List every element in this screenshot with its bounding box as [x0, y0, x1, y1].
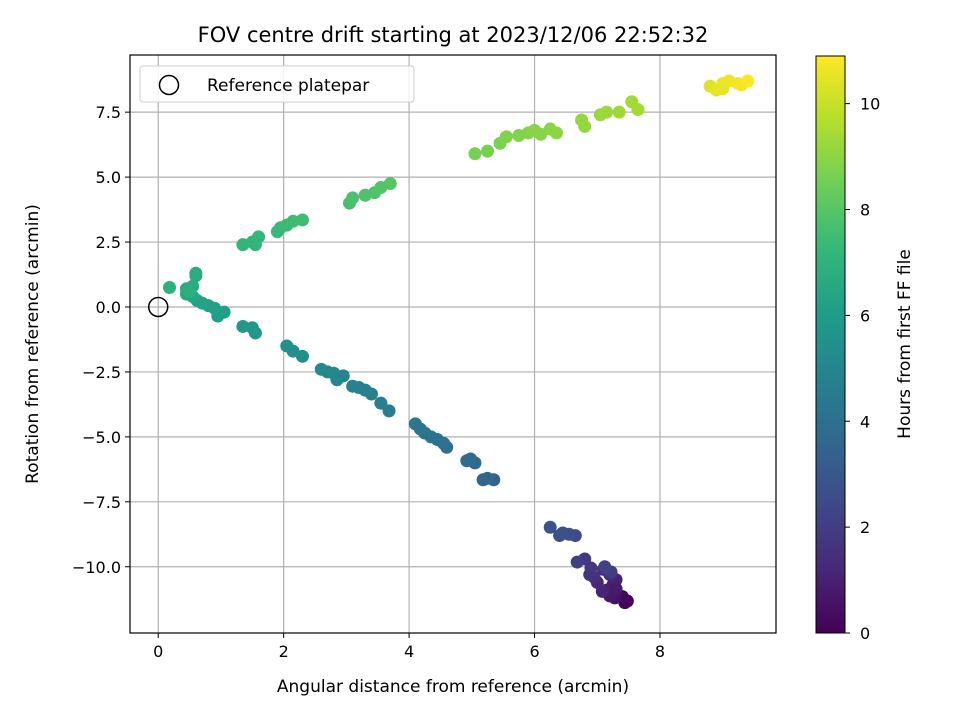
reference-platepar-marker — [147, 296, 169, 318]
data-point — [716, 82, 730, 96]
colorbar-tick-label: 4 — [860, 412, 870, 431]
legend: Reference platepar — [139, 65, 415, 103]
data-point — [295, 213, 309, 227]
y-ticks: 7.5 5.0 2.5 0.0 −2.5 −5.0 −7.5 −10.0 — [72, 103, 130, 577]
legend-marker-reference — [158, 74, 180, 96]
data-point — [383, 177, 397, 191]
y-tick-label: 7.5 — [96, 103, 121, 122]
x-tick-label: 2 — [279, 642, 289, 661]
y-tick-label: −2.5 — [82, 363, 121, 382]
data-point — [549, 126, 563, 140]
x-tick-label: 6 — [529, 642, 539, 661]
colorbar — [815, 55, 846, 634]
data-point — [252, 230, 266, 244]
x-ticks: 0 2 4 6 8 — [153, 633, 665, 661]
colorbar-tick-label: 0 — [860, 624, 870, 643]
colorbar-tick-label: 8 — [860, 201, 870, 220]
legend-box — [139, 65, 415, 103]
data-point — [584, 561, 598, 575]
y-tick-label: 5.0 — [96, 168, 121, 187]
data-point — [314, 362, 328, 376]
y-tick-label: −7.5 — [82, 493, 121, 512]
x-tick-label: 8 — [655, 642, 665, 661]
x-tick-label: 4 — [404, 642, 414, 661]
colorbar-tick-label: 2 — [860, 518, 870, 537]
data-point — [480, 144, 494, 158]
data-point — [499, 130, 513, 144]
colorbar-tick-label: 10 — [860, 95, 880, 114]
data-point — [280, 339, 294, 353]
data-point — [609, 582, 623, 596]
legend-label-reference: Reference platepar — [207, 76, 369, 96]
data-point — [346, 191, 360, 205]
data-point — [578, 119, 592, 133]
data-point — [374, 396, 388, 410]
y-tick-label: 0.0 — [96, 298, 121, 317]
plot-frame — [129, 54, 777, 634]
data-point — [543, 520, 557, 534]
data-point — [600, 105, 614, 119]
chart-title: FOV centre drift starting at 2023/12/06 … — [198, 23, 709, 47]
data-points — [163, 74, 755, 610]
data-point — [598, 560, 612, 574]
colorbar-tick-label: 6 — [860, 306, 870, 325]
data-point — [468, 147, 482, 161]
y-axis-label: Rotation from reference (arcmin) — [23, 204, 43, 484]
y-tick-label: −10.0 — [72, 558, 121, 577]
y-tick-label: −5.0 — [82, 428, 121, 447]
data-point — [553, 529, 567, 543]
data-point — [236, 319, 250, 333]
data-point — [346, 379, 360, 393]
data-point — [460, 454, 474, 468]
data-point — [382, 404, 396, 418]
y-tick-label: 2.5 — [96, 233, 121, 252]
grid — [130, 55, 776, 633]
data-point — [183, 284, 197, 298]
x-tick-label: 0 — [153, 642, 163, 661]
colorbar-ticks: 0 2 4 6 8 10 — [845, 95, 880, 643]
data-point — [570, 555, 584, 569]
data-point — [631, 103, 645, 117]
colorbar-label: Hours from first FF file — [895, 249, 915, 439]
data-point — [476, 473, 490, 487]
data-point — [612, 105, 626, 119]
data-point — [741, 74, 755, 88]
data-point — [408, 417, 422, 431]
x-axis-label: Angular distance from reference (arcmin) — [277, 677, 629, 697]
data-point — [189, 266, 203, 280]
data-point — [163, 280, 177, 294]
